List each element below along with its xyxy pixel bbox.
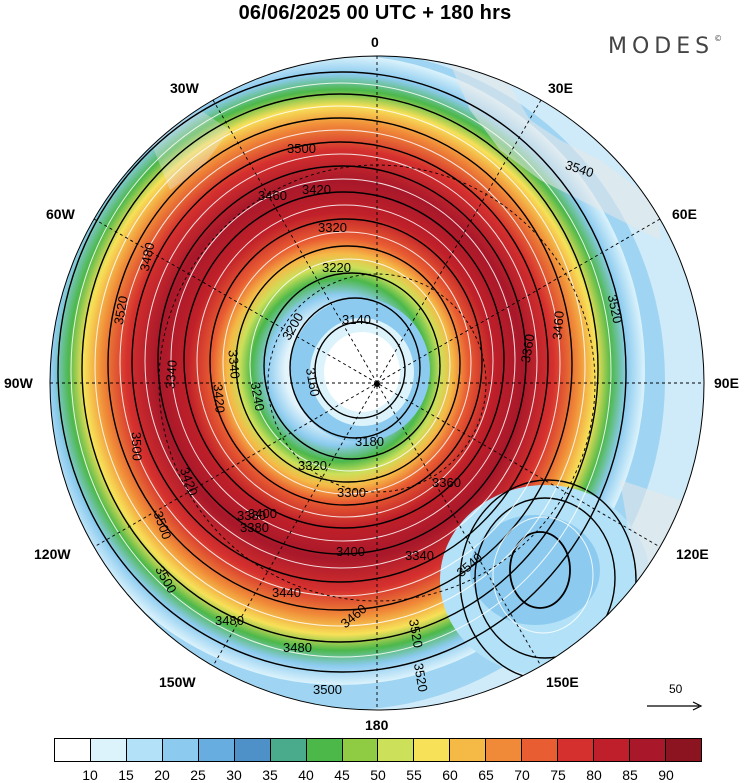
polar-wind-map: 3500 3540 3460 3420 3320 3220 3140 3200 … [49, 55, 705, 711]
map-boundary [49, 55, 705, 711]
colorbar-swatch [342, 739, 379, 761]
colorbar-tick-label: 10 [82, 767, 98, 783]
contour-label: 3480 [137, 241, 158, 272]
contour-label: 3160 [303, 367, 323, 398]
colorbar-swatch [594, 739, 630, 761]
brand-logo: MODES© [608, 34, 722, 59]
colorbar-swatch [270, 739, 307, 761]
contour-label: 3340 [405, 548, 434, 563]
contour-label: 3340 [162, 359, 179, 389]
contour-label: 3420 [302, 182, 331, 197]
colorbar-tick-label: 75 [550, 767, 566, 783]
reference-vector-label: 50 [669, 682, 683, 696]
colorbar-ticks: 10 15 20 25 30 35 40 45 50 55 60 65 70 75 80 85 90 [0, 767, 750, 783]
colorbar-swatch [414, 739, 451, 761]
copyright-mark: © [714, 34, 723, 43]
lon-label-150e: 150E [546, 674, 579, 690]
colorbar-swatch [126, 739, 163, 761]
contour-label: 3460 [549, 310, 566, 340]
contour-label: 3320 [318, 220, 347, 235]
contour-label: 3380 [240, 520, 269, 535]
lon-label-120w: 120W [34, 546, 71, 562]
contour-label: 3340 [225, 349, 242, 379]
pole-marker [374, 381, 380, 387]
reference-vector: 50 [645, 682, 705, 712]
lon-label-60e: 60E [672, 206, 697, 222]
colorbar-tick-label: 15 [118, 767, 134, 783]
contour-label: 3240 [248, 381, 268, 412]
colorbar-tick-label: 80 [586, 767, 602, 783]
contour-label: 3400 [336, 544, 365, 559]
wind-streamlines [70, 82, 612, 658]
colorbar-swatch [90, 739, 127, 761]
contour-label-group: 3500 3540 3460 3420 3320 3220 3140 3200 … [111, 141, 625, 697]
lon-label-90w: 90W [4, 375, 33, 391]
contour-label: 3500 [313, 682, 342, 697]
colorbar-swatch [162, 739, 199, 761]
lon-label-150w: 150W [159, 674, 196, 690]
contour-label: 3440 [272, 585, 301, 600]
contour-label: 3520 [411, 662, 431, 693]
colorbar-tick-label: 35 [262, 767, 278, 783]
contour-label: 3520 [111, 295, 131, 326]
colorbar-swatch [486, 739, 523, 761]
colorbar-tick-label: 85 [622, 767, 638, 783]
contour-label: 3360 [432, 475, 461, 490]
contour-label: 3400 [248, 506, 277, 521]
contour-label: 3500 [129, 432, 145, 461]
colorbar-tick-label: 45 [334, 767, 350, 783]
contour-label: 3140 [342, 312, 371, 327]
colorbar-swatch [558, 739, 595, 761]
contour-label: 3480 [283, 640, 312, 655]
colorbar-swatch [522, 739, 559, 761]
chart-title: 06/06/2025 00 UTC + 180 hrs [238, 2, 512, 24]
lon-label-60w: 60W [46, 206, 75, 222]
lon-label-120e: 120E [676, 546, 709, 562]
colorbar-tick-label: 90 [658, 767, 674, 783]
map-disk [50, 56, 704, 710]
brand-name: MODES [608, 34, 715, 59]
contour-label: 3360 [518, 333, 538, 364]
colorbar-swatch [450, 739, 487, 761]
colorbar-swatch [665, 739, 701, 761]
colorbar [54, 738, 702, 762]
lon-label-30w: 30W [170, 80, 199, 96]
colorbar-tick-label: 40 [298, 767, 314, 783]
contour-label: 3220 [322, 260, 351, 275]
colorbar-swatch [630, 739, 666, 761]
colorbar-swatch [306, 739, 343, 761]
contour-label: 3500 [287, 141, 316, 156]
colorbar-swatch [198, 739, 235, 761]
colorbar-tick-label: 55 [406, 767, 422, 783]
contour-label: 3300 [337, 485, 366, 500]
colorbar-swatch [378, 739, 415, 761]
lon-label-90e: 90E [714, 375, 739, 391]
contour-label: 3460 [258, 188, 287, 203]
arrow-right-icon [647, 701, 703, 711]
contour-label: 3520 [605, 293, 626, 324]
colorbar-tick-label: 65 [478, 767, 494, 783]
contour-label: 3480 [215, 613, 244, 628]
lon-label-180: 180 [365, 717, 389, 733]
contour-label: 3520 [406, 618, 426, 649]
colorbar-tick-label: 25 [190, 767, 206, 783]
colorbar-tick-label: 30 [226, 767, 242, 783]
contour-label: 3380 [237, 508, 266, 523]
colorbar-tick-label: 60 [442, 767, 458, 783]
colorbar-swatch [55, 739, 91, 761]
contour-label: 3320 [298, 458, 327, 473]
colorbar-swatch [234, 739, 271, 761]
contour-label: 3180 [355, 434, 384, 449]
colorbar-tick-label: 70 [514, 767, 530, 783]
colorbar-tick-label: 50 [370, 767, 386, 783]
contour-label: 3420 [210, 384, 227, 414]
lon-label-0: 0 [371, 34, 379, 50]
colorbar-tick-label: 20 [154, 767, 170, 783]
lon-label-30e: 30E [548, 80, 573, 96]
height-contours [57, 71, 637, 681]
